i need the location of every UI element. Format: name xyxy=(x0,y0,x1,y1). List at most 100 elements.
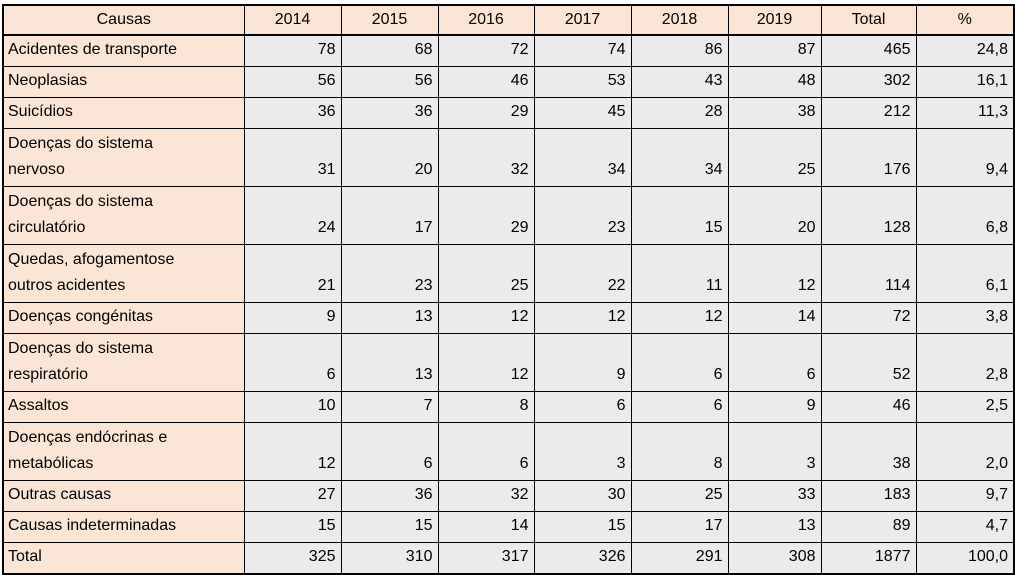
value-cell: 17 xyxy=(340,186,439,245)
value-cell: 13 xyxy=(340,333,439,392)
table-row: Total 325 310 317 326 291 308 1877 100,0 xyxy=(2,542,1015,575)
cause-label: Acidentes de transporte xyxy=(2,34,245,67)
cause-label: Doenças congénitas xyxy=(2,302,245,334)
value-cell: 3 xyxy=(533,422,632,481)
table-row: Suicídios 36 36 29 45 28 38 212 11,3 xyxy=(2,97,1015,129)
value-cell: 9,7 xyxy=(915,480,1015,512)
cause-label: Assaltos xyxy=(2,391,245,423)
value-cell: 8 xyxy=(630,422,729,481)
cause-label: Suicídios xyxy=(2,97,245,129)
column-header: 2015 xyxy=(340,4,439,36)
causes-of-death-table: Causas 2014 2015 2016 2017 2018 2019 Total% Aci… xyxy=(2,4,1015,575)
column-header: 2019 xyxy=(727,4,822,36)
value-cell: 15 xyxy=(630,186,729,245)
table-row: Doenças do sistema nervoso 31 20 32 34 34 25 17… xyxy=(2,128,1015,187)
value-cell: 72 xyxy=(437,34,535,67)
table-row: Outras causas 27 36 32 30 25 33 183 9,7 xyxy=(2,480,1015,512)
value-cell: 302 xyxy=(820,66,917,98)
value-cell: 6 xyxy=(727,333,822,392)
value-cell: 12 xyxy=(243,422,342,481)
value-cell: 86 xyxy=(630,34,729,67)
value-cell: 27 xyxy=(243,480,342,512)
value-cell: 308 xyxy=(727,542,822,575)
value-cell: 12 xyxy=(437,302,535,334)
value-cell: 46 xyxy=(820,391,917,423)
value-cell: 25 xyxy=(437,244,535,303)
cause-label: Doenças do sistema circulatório xyxy=(2,186,245,245)
value-cell: 33 xyxy=(727,480,822,512)
value-cell: 2,5 xyxy=(915,391,1015,423)
value-cell: 15 xyxy=(340,511,439,543)
value-cell: 87 xyxy=(727,34,822,67)
value-cell: 38 xyxy=(820,422,917,481)
value-cell: 23 xyxy=(340,244,439,303)
value-cell: 12 xyxy=(630,302,729,334)
value-cell: 2,0 xyxy=(915,422,1015,481)
value-cell: 24 xyxy=(243,186,342,245)
column-header: Total xyxy=(820,4,917,36)
value-cell: 15 xyxy=(243,511,342,543)
value-cell: 31 xyxy=(243,128,342,187)
header-row: Causas 2014 2015 2016 2017 2018 2019 Total% xyxy=(2,4,1015,36)
table-row: Doenças congénitas 9 13 12 12 12 14 72 3,8 xyxy=(2,302,1015,334)
value-cell: 12 xyxy=(437,333,535,392)
value-cell: 72 xyxy=(820,302,917,334)
value-cell: 2,8 xyxy=(915,333,1015,392)
value-cell: 13 xyxy=(340,302,439,334)
value-cell: 6 xyxy=(243,333,342,392)
table-row: Quedas, afogamentose outros acidentes 21 2… xyxy=(2,244,1015,303)
value-cell: 52 xyxy=(820,333,917,392)
table-row: Acidentes de transporte 78 68 72 74 86 87 465 24… xyxy=(2,34,1015,67)
value-cell: 24,8 xyxy=(915,34,1015,67)
cause-label: Causas indeterminadas xyxy=(2,511,245,543)
value-cell: 36 xyxy=(340,97,439,129)
value-cell: 46 xyxy=(437,66,535,98)
cause-label: Outras causas xyxy=(2,480,245,512)
value-cell: 3 xyxy=(727,422,822,481)
column-header: % xyxy=(915,4,1015,36)
value-cell: 12 xyxy=(727,244,822,303)
value-cell: 6 xyxy=(340,422,439,481)
cause-label: Doenças do sistema nervoso xyxy=(2,128,245,187)
value-cell: 32 xyxy=(437,480,535,512)
value-cell: 11,3 xyxy=(915,97,1015,129)
value-cell: 212 xyxy=(820,97,917,129)
value-cell: 29 xyxy=(437,97,535,129)
cause-label: Quedas, afogamentose outros acidentes xyxy=(2,244,245,303)
value-cell: 6 xyxy=(630,333,729,392)
value-cell: 9 xyxy=(727,391,822,423)
value-cell: 36 xyxy=(243,97,342,129)
value-cell: 183 xyxy=(820,480,917,512)
value-cell: 176 xyxy=(820,128,917,187)
value-cell: 36 xyxy=(340,480,439,512)
value-cell: 4,7 xyxy=(915,511,1015,543)
value-cell: 22 xyxy=(533,244,632,303)
value-cell: 326 xyxy=(533,542,632,575)
value-cell: 12 xyxy=(533,302,632,334)
value-cell: 45 xyxy=(533,97,632,129)
value-cell: 310 xyxy=(340,542,439,575)
value-cell: 53 xyxy=(533,66,632,98)
value-cell: 78 xyxy=(243,34,342,67)
value-cell: 38 xyxy=(727,97,822,129)
value-cell: 6,1 xyxy=(915,244,1015,303)
value-cell: 13 xyxy=(727,511,822,543)
value-cell: 325 xyxy=(243,542,342,575)
value-cell: 32 xyxy=(437,128,535,187)
value-cell: 9,4 xyxy=(915,128,1015,187)
value-cell: 21 xyxy=(243,244,342,303)
value-cell: 30 xyxy=(533,480,632,512)
value-cell: 317 xyxy=(437,542,535,575)
value-cell: 6 xyxy=(437,422,535,481)
value-cell: 29 xyxy=(437,186,535,245)
value-cell: 15 xyxy=(533,511,632,543)
value-cell: 6 xyxy=(630,391,729,423)
value-cell: 56 xyxy=(340,66,439,98)
value-cell: 8 xyxy=(437,391,535,423)
column-header: Causas xyxy=(2,4,245,36)
column-header: 2017 xyxy=(533,4,632,36)
value-cell: 1877 xyxy=(820,542,917,575)
value-cell: 114 xyxy=(820,244,917,303)
value-cell: 291 xyxy=(630,542,729,575)
